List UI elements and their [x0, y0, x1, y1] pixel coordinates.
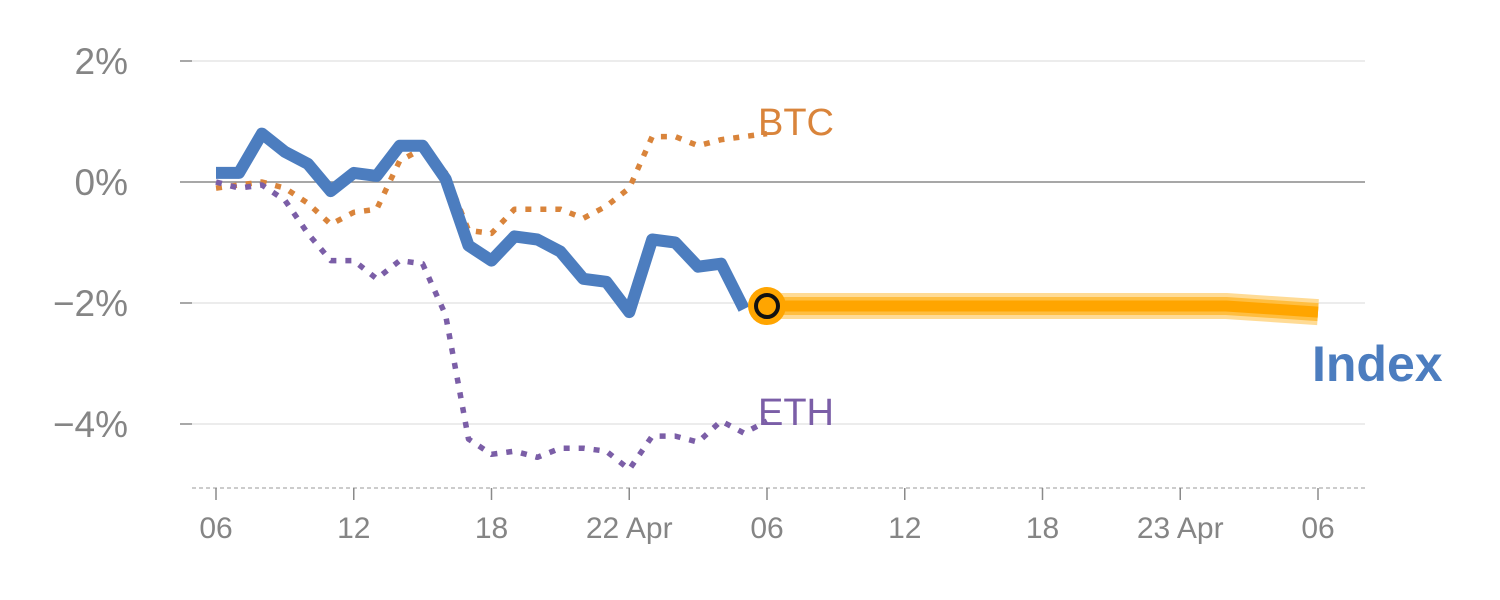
x-tick-label-2: 18	[475, 512, 508, 545]
marker-layer	[748, 287, 786, 326]
series-index-line	[216, 127, 750, 319]
y-tick-label-3: −4%	[53, 404, 128, 445]
x-axis: 06 12 18 22 Apr 06 12 18 23 Apr 06	[199, 488, 1335, 545]
x-tick-label-8: 06	[1301, 512, 1334, 545]
x-tick-label-3: 22 Apr	[586, 512, 673, 545]
x-tick-label-4: 06	[750, 512, 783, 545]
y-axis: 2% 0% −2% −4%	[53, 41, 192, 445]
x-tick-label-6: 18	[1026, 512, 1059, 545]
btc-label: BTC	[758, 102, 834, 144]
x-tick-label-5: 12	[888, 512, 921, 545]
series-forecast-line	[767, 300, 1319, 318]
y-tick-label-1: 0%	[75, 162, 128, 203]
series-btc-line	[215, 130, 768, 237]
y-tick-label-2: −2%	[53, 283, 128, 324]
eth-label: ETH	[758, 392, 834, 434]
current-point-marker	[754, 293, 780, 320]
series-labels: BTC ETH Index	[758, 102, 1443, 434]
y-tick-label-0: 2%	[75, 41, 128, 82]
x-tick-label-1: 12	[337, 512, 370, 545]
x-tick-label-0: 06	[199, 512, 232, 545]
series-layer	[215, 127, 1319, 473]
x-tick-label-7: 23 Apr	[1137, 512, 1224, 545]
index-label: Index	[1312, 336, 1443, 392]
series-eth-line	[215, 179, 769, 473]
